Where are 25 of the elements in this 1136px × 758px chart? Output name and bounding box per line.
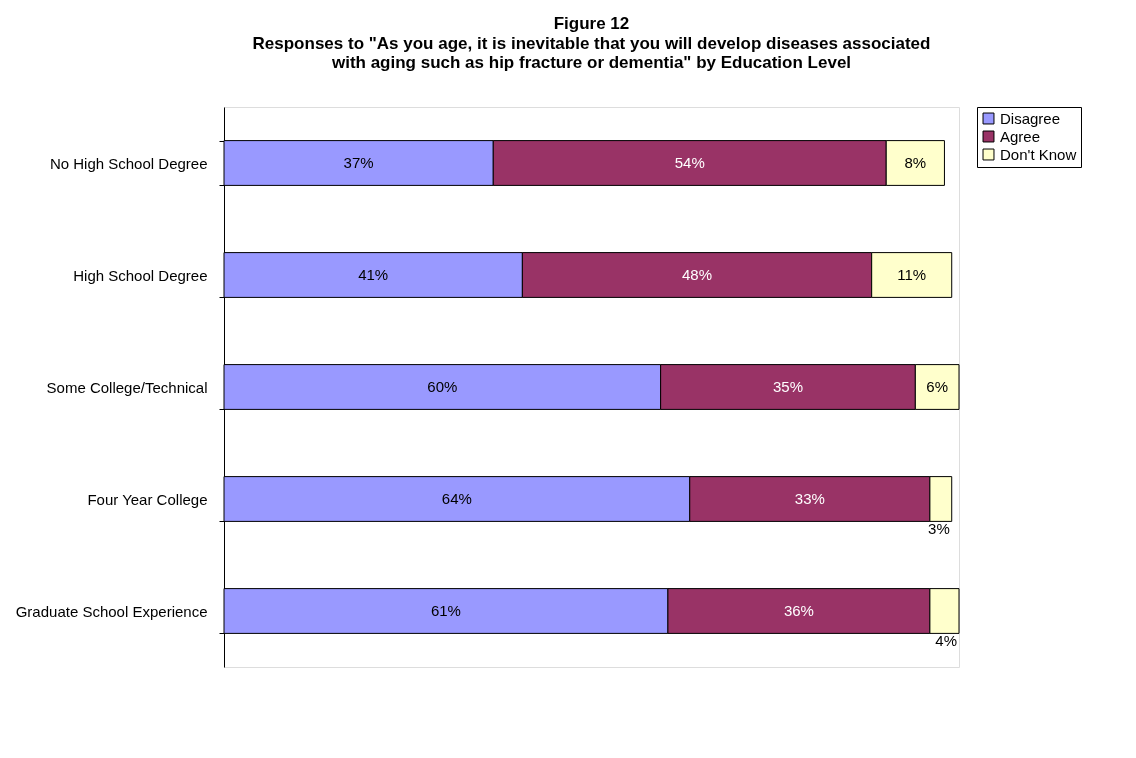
data-label: 4% xyxy=(935,632,957,649)
data-label: 64% xyxy=(441,490,472,507)
y-tick-label: No High School Degree xyxy=(49,154,208,172)
chart-subtitle: Responses to "As you age, it is inevitable that you will develop diseases associated with aging such as hip fracture or dementia" by Education Level xyxy=(252,34,931,72)
data-label: 37% xyxy=(343,154,374,171)
chart-title: Figure 12 xyxy=(553,14,630,33)
data-label: 54% xyxy=(674,154,705,171)
data-label: 60% xyxy=(427,378,458,395)
data-label: 8% xyxy=(904,154,927,171)
legend-label: Disagree xyxy=(1000,109,1061,127)
y-tick-label: High School Degree xyxy=(73,266,208,284)
data-label: 61% xyxy=(430,602,461,619)
legend-label: Don't Know xyxy=(1000,145,1077,163)
data-label: 35% xyxy=(772,378,803,395)
legend-label: Agree xyxy=(1000,127,1041,145)
data-label: 11% xyxy=(897,266,927,283)
y-tick-label: Graduate School Experience xyxy=(15,602,208,620)
y-tick-label: Some College/Technical xyxy=(46,378,208,396)
data-label: 36% xyxy=(783,602,814,619)
data-label: 3% xyxy=(928,520,950,537)
y-tick-label: Four Year College xyxy=(87,490,208,508)
data-label: 48% xyxy=(682,266,713,283)
data-label: 6% xyxy=(926,378,949,395)
data-label: 41% xyxy=(358,266,389,283)
data-label: 33% xyxy=(794,490,825,507)
